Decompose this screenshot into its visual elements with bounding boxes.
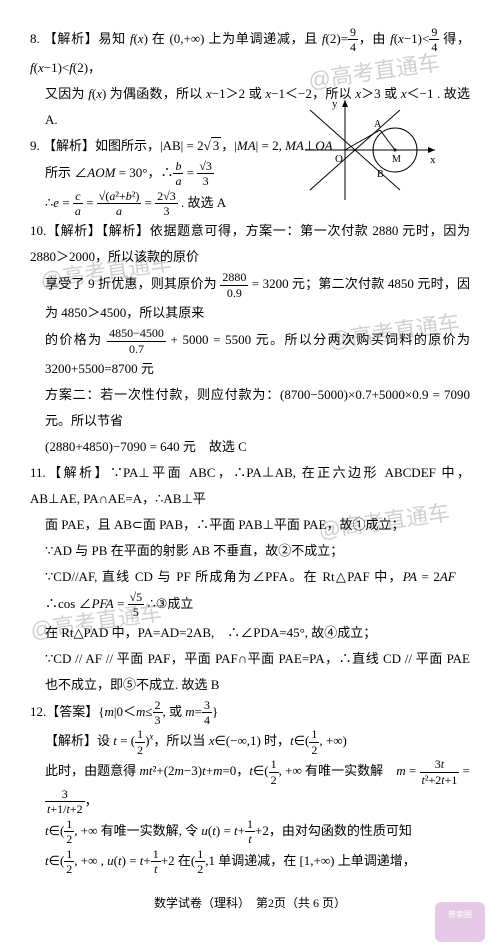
q12-line1: 12.【答案】{m|0＜m≤23, 或 m=34} [30,698,470,728]
q12-line5: t∈(12, +∞ , u(t) = t+1t+2 在(12,1 单调递减，在 … [30,847,470,877]
svg-text:y: y [332,98,338,110]
svg-text:B: B [377,169,384,180]
q12-line4: t∈(12, +∞ 有唯一实数解, 令 u(t) = t+1t+2，由对勾函数的… [30,817,470,847]
q8-line1: 8. 【解析】易知 f(x) 在 (0,+∞) 上为单调递减，且 f(2)=94… [30,25,470,81]
q10-line4: 方案二：若一次性付款，则应付款为：(8700−5000)×0.7+5000×0.… [30,382,470,434]
q10-line1: 10.【解析】【解析】依据题意可得，方案一：第一次付款 2880 元时，因为 2… [30,218,470,270]
q11-line3: ∵AD 与 PB 在平面的射影 AB 不垂直，故②不成立； [30,538,470,564]
q12-line3: 此时，由题意得 mt²+(2m−3)t+m=0，t∈(12, +∞ 有唯一实数解… [30,757,470,817]
q11-line6: ∵CD // AF // 平面 PAF，平面 PAF∩平面 PAE=PA，∴直线… [30,646,470,698]
svg-text:M: M [392,154,401,165]
q11-line2: 面 PAE，且 AB⊂面 PAB，∴平面 PAB⊥平面 PAE，故①成立； [30,512,470,538]
q10-line3: 的价格为 4850−45000.7 + 5000 = 5500 元。所以分两次购… [30,326,470,382]
q11-line1: 11.【解析】∵PA⊥平面 ABC，∴PA⊥AB, 在正六边形 ABCDEF 中… [30,460,470,512]
svg-text:O: O [335,153,343,165]
q10-line5: (2880+4850)−7090 = 640 元 故选 C [30,434,470,460]
svg-text:A: A [374,119,382,130]
q9-diagram: x y O M A B [300,95,440,205]
q10-line2: 享受了 9 折优惠，则其原价为 28800.9 = 3200 元；第二次付款 4… [30,270,470,326]
page-content: 8. 【解析】易知 f(x) 在 (0,+∞) 上为单调递减，且 f(2)=94… [30,25,470,915]
svg-text:x: x [430,154,436,166]
q12-line2: 【解析】设 t = (12)x，所以当 x∈(−∞,1) 时，t∈(12, +∞… [30,727,470,757]
page-footer: 数学试卷（理科） 第2页（共 6 页） [30,891,470,915]
q11-line4: ∵CD//AF, 直线 CD 与 PF 所成角为∠PFA。在 Rt△PAF 中，… [30,564,470,620]
q11-line5: 在 Rt△PAD 中，PA=AD=2AB, ∴∠PDA=45°, 故④成立； [30,620,470,646]
